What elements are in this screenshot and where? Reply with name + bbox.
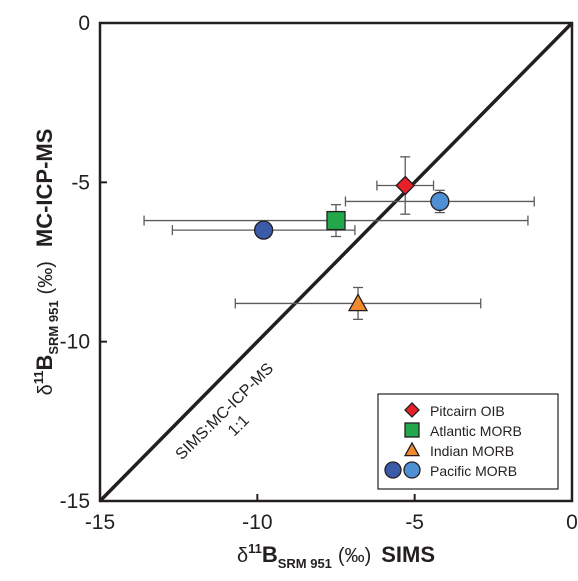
- marker-layer: [253, 175, 450, 312]
- legend-markers: [384, 402, 421, 479]
- y-axis-label-subscript: SRM 951: [46, 300, 61, 354]
- x-axis-label-delta: δ: [237, 545, 248, 567]
- y-tick-label-1: -5: [71, 171, 90, 194]
- series-1-point-0-marker: [326, 210, 346, 231]
- x-axis-label-method: SIMS: [381, 542, 435, 567]
- reference-line-layer: [98, 21, 574, 503]
- legend-marker-pacific-morb-dark: [384, 461, 402, 479]
- x-axis-label-superscript: 11: [248, 541, 262, 556]
- plot-frame: [98, 21, 574, 503]
- x-tick-label-3: 0: [566, 511, 578, 534]
- x-axis-label-unit: (‰): [338, 545, 371, 567]
- legend-marker-pacific-morb-light: [403, 461, 421, 479]
- errorbar-layer: [143, 156, 535, 321]
- legend-marker-atlantic-morb: [404, 422, 420, 438]
- x-tick-label-1: -10: [242, 511, 272, 534]
- x-axis-label-element: B: [262, 542, 278, 567]
- legend-entry-indian-morb: Indian MORB: [430, 443, 514, 459]
- series-2-point-0-marker: [347, 293, 369, 312]
- series-3-point-0-marker: [253, 220, 274, 240]
- x-axis-label-subscript: SRM 951: [278, 556, 332, 571]
- legend-entry-pacific-morb: Pacific MORB: [430, 463, 517, 479]
- series-3-point-1-marker: [430, 191, 450, 212]
- x-axis-label: δ11BSRM 951 (‰) SIMS: [237, 541, 435, 571]
- series-0-point-0-marker: [395, 175, 416, 196]
- legend-marker-pitcairn-oib: [404, 402, 420, 418]
- y-axis-label-method: MC-ICP-MS: [32, 129, 57, 248]
- y-tick-label-0: 0: [78, 12, 90, 35]
- reference-line-1-1: [98, 21, 574, 503]
- x-tick-label-2: -5: [405, 511, 424, 534]
- ticks-layer: -15 -10 -5 0 0 -5 -10 -15: [60, 12, 578, 534]
- reference-line-annotation: SIMS:MC-ICP-MS 1:1: [173, 360, 277, 463]
- y-axis-label-unit: (‰): [35, 261, 57, 294]
- legend-marker-indian-morb: [403, 441, 421, 457]
- y-axis-label: δ11BSRM 951 (‰) MC-ICP-MS: [31, 129, 61, 396]
- x-tick-label-0: -15: [85, 511, 115, 534]
- legend: Pitcairn OIB Atlantic MORB Indian MORB P…: [377, 393, 559, 490]
- legend-entry-pitcairn-oib: Pitcairn OIB: [430, 403, 505, 419]
- y-tick-label-3: -15: [60, 490, 90, 513]
- y-axis-label-superscript: 11: [31, 371, 46, 385]
- y-axis-label-element: B: [32, 355, 57, 371]
- y-tick-label-2: -10: [60, 331, 90, 354]
- legend-entry-atlantic-morb: Atlantic MORB: [430, 423, 522, 439]
- y-axis-label-delta: δ: [35, 384, 57, 395]
